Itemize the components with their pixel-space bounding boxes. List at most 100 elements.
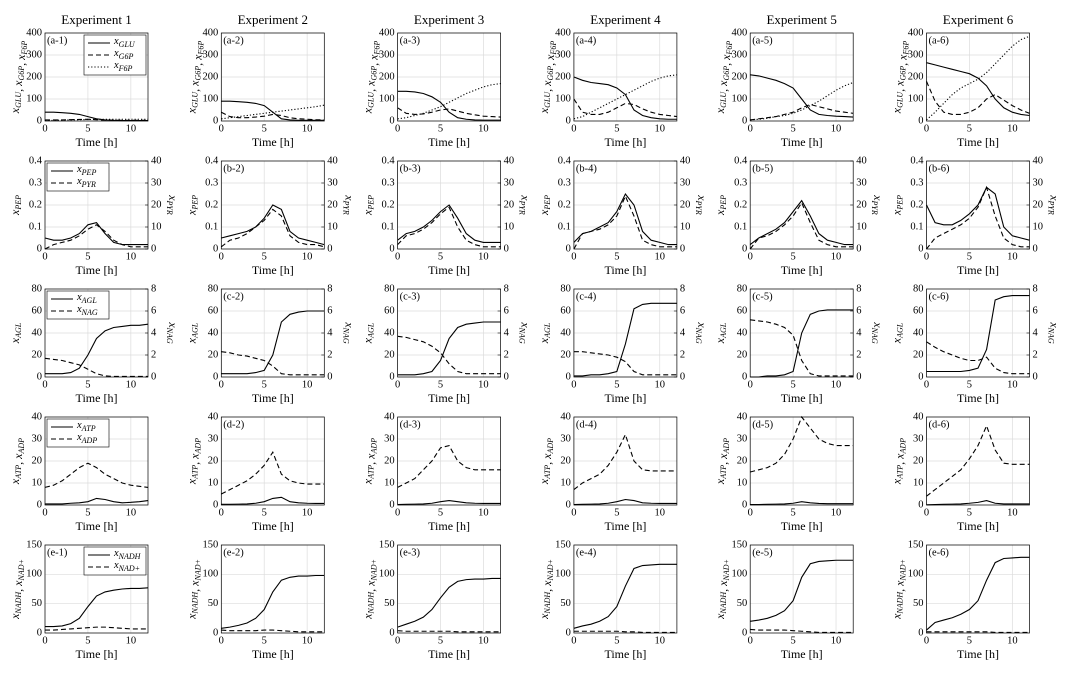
y2-tick-label: 2 bbox=[1033, 349, 1038, 360]
x-tick-label: 5 bbox=[614, 379, 619, 390]
axes-frame bbox=[220, 288, 325, 378]
y-tick-label: 50 bbox=[384, 598, 395, 609]
x-axis-label: Time [h] bbox=[252, 135, 294, 149]
y-tick-label: 0 bbox=[37, 499, 42, 510]
y-tick-label: 200 bbox=[555, 71, 571, 82]
axes-frame bbox=[220, 160, 325, 250]
y-axis-label: xAGL bbox=[8, 322, 23, 344]
y-axis-label: xGLU, xG6P, xF6P bbox=[537, 41, 558, 115]
y-tick-label: 0 bbox=[918, 499, 923, 510]
y-tick-label: 100 bbox=[731, 93, 747, 104]
series-line bbox=[45, 497, 149, 505]
x-tick-label: 0 bbox=[748, 379, 753, 390]
y-tick-label: 0 bbox=[918, 627, 923, 638]
legend-box bbox=[46, 162, 110, 192]
x-axis-label: Time [h] bbox=[604, 519, 646, 533]
y-tick-label: 20 bbox=[208, 455, 219, 466]
x-tick-label: 10 bbox=[302, 251, 313, 262]
series-line bbox=[750, 559, 854, 622]
x-axis-label: Time [h] bbox=[428, 647, 470, 661]
x-tick-label: 0 bbox=[395, 635, 400, 646]
legend-label: xNAD+ bbox=[113, 560, 140, 572]
x-tick-label: 5 bbox=[438, 123, 443, 134]
x-tick-label: 0 bbox=[748, 507, 753, 518]
series-line bbox=[926, 424, 1030, 497]
y2-tick-label: 6 bbox=[327, 305, 332, 316]
x-tick-label: 10 bbox=[126, 635, 137, 646]
x-tick-label: 0 bbox=[219, 507, 224, 518]
x-axis-label: Time [h] bbox=[252, 263, 294, 277]
y-tick-label: 0 bbox=[213, 499, 218, 510]
x-tick-label: 10 bbox=[831, 251, 842, 262]
y-axis-label: xAGL bbox=[889, 322, 904, 344]
y2-tick-label: 10 bbox=[1033, 221, 1044, 232]
legend-label: xGLU bbox=[113, 36, 136, 48]
y-tick-label: 0.1 bbox=[734, 221, 747, 232]
x-tick-label: 0 bbox=[395, 379, 400, 390]
series-line bbox=[573, 302, 677, 377]
y-tick-label: 300 bbox=[731, 49, 747, 60]
series-line bbox=[573, 194, 677, 250]
y-tick-label: 200 bbox=[203, 71, 219, 82]
x-tick-label: 10 bbox=[126, 123, 137, 134]
y-tick-label: 20 bbox=[208, 349, 219, 360]
series-line bbox=[220, 208, 325, 248]
y-tick-label: 0 bbox=[389, 243, 394, 254]
y-tick-label: 60 bbox=[384, 305, 395, 316]
y2-tick-label: 10 bbox=[504, 221, 514, 232]
x-tick-label: 0 bbox=[924, 251, 929, 262]
y2-tick-label: 4 bbox=[504, 327, 510, 338]
legend-box bbox=[46, 418, 110, 448]
y-tick-label: 30 bbox=[737, 433, 748, 444]
y-tick-label: 0.2 bbox=[558, 199, 571, 210]
y-tick-label: 50 bbox=[737, 598, 748, 609]
axes-frame bbox=[749, 160, 854, 250]
axes-frame bbox=[573, 160, 678, 250]
x-tick-label: 5 bbox=[790, 635, 795, 646]
y2-tick-label: 4 bbox=[680, 327, 686, 338]
y-tick-label: 0.2 bbox=[910, 199, 923, 210]
y-tick-label: 80 bbox=[208, 283, 219, 294]
y2-tick-label: 10 bbox=[856, 221, 867, 232]
series-line bbox=[750, 319, 854, 377]
x-tick-label: 0 bbox=[219, 635, 224, 646]
y-tick-label: 0 bbox=[742, 627, 747, 638]
y2-tick-label: 8 bbox=[504, 283, 509, 294]
y2-tick-label: 8 bbox=[856, 283, 861, 294]
y-axis-label: xAGL bbox=[537, 322, 552, 344]
y-tick-label: 20 bbox=[32, 455, 43, 466]
x-axis-label: Time [h] bbox=[76, 391, 118, 405]
series-line bbox=[573, 76, 677, 120]
y-tick-label: 60 bbox=[737, 305, 748, 316]
y2-tick-label: 30 bbox=[327, 177, 338, 188]
y-tick-label: 0 bbox=[37, 627, 42, 638]
series-line bbox=[926, 62, 1030, 117]
y2-tick-label: 6 bbox=[856, 305, 861, 316]
x-tick-label: 10 bbox=[654, 251, 665, 262]
y-tick-label: 40 bbox=[560, 411, 571, 422]
y-axis-label: xAGL bbox=[184, 322, 199, 344]
y-tick-label: 30 bbox=[913, 433, 924, 444]
y2-axis-label: xPYR bbox=[694, 194, 709, 215]
axes-frame bbox=[44, 544, 149, 634]
x-tick-label: 10 bbox=[654, 379, 665, 390]
y-tick-label: 300 bbox=[555, 49, 571, 60]
x-tick-label: 10 bbox=[478, 379, 489, 390]
y-tick-label: 40 bbox=[737, 411, 748, 422]
y2-tick-label: 40 bbox=[856, 155, 867, 166]
series-line bbox=[221, 574, 325, 629]
y-tick-label: 30 bbox=[560, 433, 571, 444]
chart-title: Experiment 1 bbox=[61, 12, 131, 27]
y-tick-label: 0.2 bbox=[734, 199, 747, 210]
x-tick-label: 0 bbox=[42, 635, 47, 646]
legend-label: xPEP bbox=[76, 164, 96, 176]
x-tick-label: 5 bbox=[262, 507, 267, 518]
panel-label: (d-2) bbox=[223, 419, 244, 430]
y-tick-label: 20 bbox=[560, 455, 571, 466]
y2-tick-label: 20 bbox=[856, 199, 867, 210]
x-tick-label: 10 bbox=[302, 635, 313, 646]
y-tick-label: 30 bbox=[208, 433, 219, 444]
y2-tick-label: 30 bbox=[151, 177, 162, 188]
x-tick-label: 0 bbox=[571, 635, 576, 646]
y2-tick-label: 40 bbox=[680, 155, 691, 166]
